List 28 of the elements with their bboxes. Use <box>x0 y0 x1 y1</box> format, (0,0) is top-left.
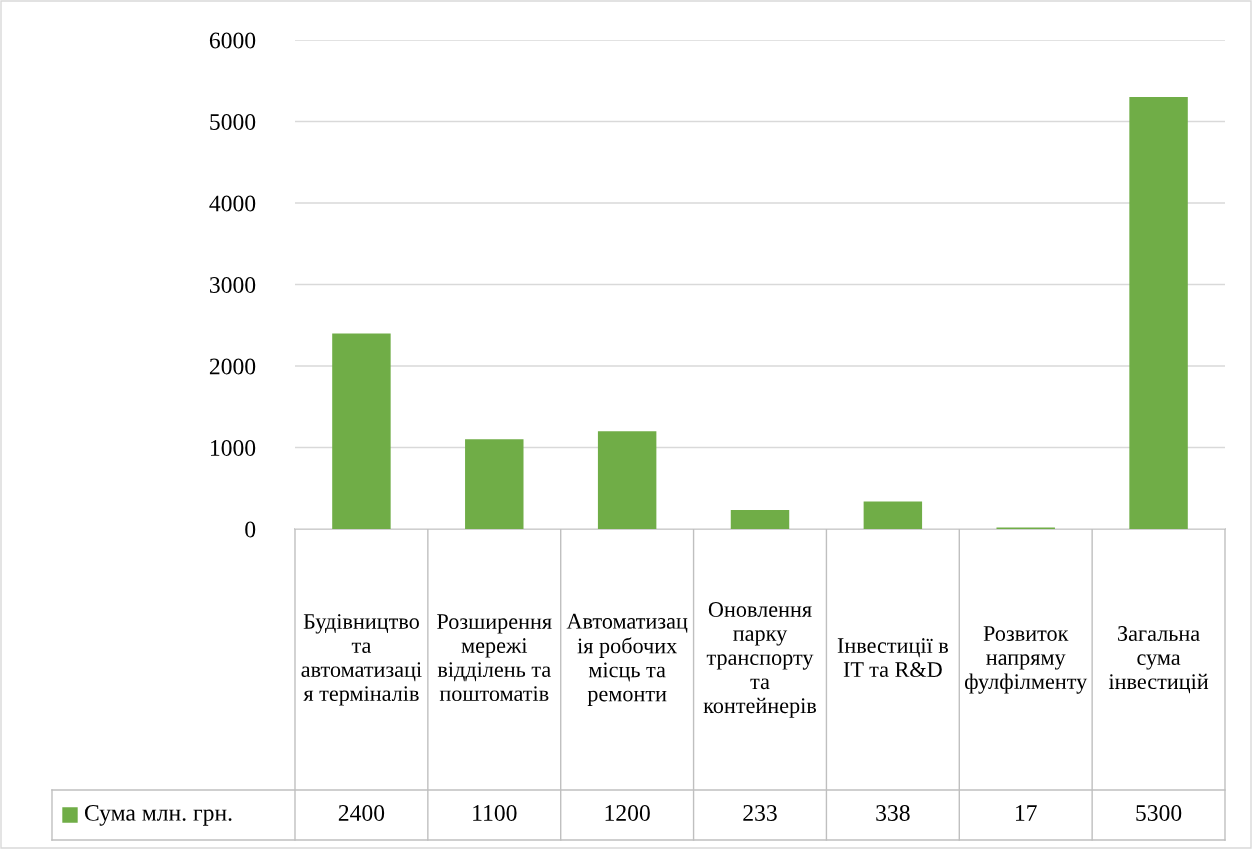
data-label: 2400 <box>338 804 385 821</box>
y-tick-label: 0 <box>245 521 256 538</box>
x-tick-label: Розвиток напряму фулфілменту <box>964 626 1088 694</box>
bar <box>1129 97 1188 529</box>
bar <box>730 510 790 529</box>
x-tick-label: Будівництво та автоматизація терміналів <box>301 614 422 706</box>
y-tick-label: 2000 <box>209 358 256 375</box>
y-tick-label: 5000 <box>210 113 256 130</box>
y-tick-label: 1000 <box>210 439 256 456</box>
data-label: 338 <box>876 804 910 821</box>
bar <box>863 501 923 529</box>
x-tick-label: Інвестиції в IT та R&D <box>837 638 949 678</box>
bar <box>332 333 391 529</box>
y-tick-label: 4000 <box>209 195 256 212</box>
data-label: 1100 <box>473 804 517 821</box>
legend-label: Сума млн. грн. <box>84 804 232 826</box>
x-tick-label: Оновлення парку транспорту та контейнерів <box>703 602 817 718</box>
y-tick-label: 6000 <box>209 32 256 49</box>
x-tick-label: Загальна сума інвестицій <box>1108 626 1209 694</box>
bar <box>465 439 524 529</box>
data-label: 233 <box>743 805 777 821</box>
data-label: 1200 <box>605 804 650 821</box>
data-label: 17 <box>1015 805 1037 821</box>
x-tick-label: Розширення мережі відділень та поштоматів <box>437 614 552 702</box>
x-tick-label: Автоматизація робочих місць та ремонти <box>566 613 688 706</box>
bar <box>597 431 657 529</box>
data-label: 5300 <box>1136 804 1182 821</box>
y-tick-label: 3000 <box>210 276 256 293</box>
